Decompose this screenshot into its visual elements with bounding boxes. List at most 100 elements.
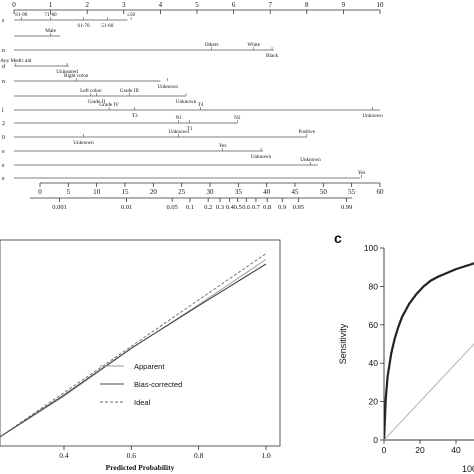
roc-y-tick-label: 60 bbox=[369, 320, 379, 330]
nomogram-category-label: Positive bbox=[298, 129, 315, 135]
roc-series-line bbox=[384, 262, 474, 440]
roc-x-axis-title: 100-S bbox=[462, 464, 474, 474]
nomogram-category-label: Unknown bbox=[362, 113, 383, 119]
roc-y-tick-label: 0 bbox=[373, 435, 378, 445]
points-tick-label: 3 bbox=[122, 1, 126, 9]
nomogram-category-label: Any Medic aid bbox=[0, 58, 32, 64]
total-points-tick-label: 45 bbox=[292, 188, 300, 196]
total-points-tick-label: 15 bbox=[122, 188, 130, 196]
nomogram-category-label: Uninsured bbox=[56, 69, 78, 75]
nomogram-category-label: Unknown bbox=[176, 99, 197, 105]
nomogram-category-label: Grade II bbox=[88, 99, 106, 105]
nomogram-category-label: T3 bbox=[132, 113, 138, 119]
probability-tick-label: 0.95 bbox=[293, 204, 304, 211]
roc-series-line bbox=[384, 343, 474, 440]
calibration-series-line bbox=[0, 259, 267, 438]
row-stub-label: n bbox=[2, 48, 5, 54]
nomogram-category-label: Yes bbox=[358, 170, 366, 176]
total-points-tick-label: 20 bbox=[150, 188, 158, 196]
nomogram-category-label: ≤50 bbox=[127, 12, 135, 18]
roc-x-tick-label: 0 bbox=[382, 445, 387, 455]
points-tick-label: 10 bbox=[377, 1, 385, 9]
row-stub-label: 0 bbox=[2, 135, 5, 141]
nomogram: 0 1 2 3 4 5 6 7 8 9 10s81-9061-7071-8051-60≤50Male… bbox=[0, 1, 384, 211]
calibration-series-line bbox=[0, 263, 267, 438]
probability-tick-label: 0.9 bbox=[278, 204, 286, 211]
nomogram-category-label: Unknown bbox=[251, 154, 272, 160]
total-points-tick-label: 0 bbox=[38, 188, 42, 196]
roc-x-tick-label: 40 bbox=[451, 445, 461, 455]
nomogram-category-label: Yes bbox=[219, 143, 227, 149]
roc-y-tick-label: 100 bbox=[364, 243, 378, 253]
row-stub-label: e bbox=[2, 163, 5, 169]
nomogram-category-label: Grade IV bbox=[99, 102, 119, 108]
nomogram-category-label: Grade III bbox=[120, 88, 139, 94]
calibration-legend-label: Apparent bbox=[134, 362, 165, 371]
probability-tick-label: 0.99 bbox=[341, 204, 352, 211]
probability-tick-label: 0.01 bbox=[121, 204, 132, 211]
points-tick-label: 9 bbox=[342, 1, 346, 9]
total-points-tick-label: 50 bbox=[320, 188, 328, 196]
probability-tick-label: 0.8 bbox=[263, 204, 271, 211]
probability-tick-label: 0.6 bbox=[242, 204, 251, 211]
nomogram-category-label: 81-90 bbox=[15, 12, 28, 18]
probability-tick-label: 0.4 bbox=[226, 204, 235, 211]
nomogram-category-label: Unknown bbox=[73, 140, 94, 146]
row-stub-label: 2 bbox=[2, 121, 5, 127]
row-stub-label: e bbox=[2, 176, 5, 182]
nomogram-category-label: Others bbox=[205, 42, 219, 48]
calibration-x-tick-label: 0.4 bbox=[59, 451, 69, 460]
calibration-plot-frame bbox=[0, 239, 281, 447]
roc-plot: c 100 80 60 40 20 00 20 40 Sensitivity 100-S bbox=[334, 230, 474, 474]
nomogram-category-label: White bbox=[247, 42, 260, 48]
roc-y-axis-title: Sensitivity bbox=[338, 323, 348, 364]
points-tick-label: 8 bbox=[305, 1, 309, 9]
row-stub-label: e bbox=[2, 149, 5, 155]
probability-tick-label: 0.5 bbox=[234, 204, 242, 211]
roc-y-tick-label: 80 bbox=[369, 281, 379, 291]
total-points-tick-label: 25 bbox=[178, 188, 186, 196]
panel-label-c: c bbox=[334, 230, 342, 246]
nomogram-category-label: 51-60 bbox=[101, 23, 114, 29]
points-tick-label: 2 bbox=[85, 1, 89, 9]
roc-y-tick-label: 40 bbox=[369, 358, 379, 368]
points-tick-label: 6 bbox=[232, 1, 236, 9]
nomogram-category-label: Left colon bbox=[80, 87, 102, 94]
nomogram-category-label: N1 bbox=[176, 115, 183, 121]
nomogram-category-label: Unknown bbox=[168, 129, 189, 135]
points-tick-label: 0 bbox=[12, 1, 16, 9]
probability-tick-label: 0.3 bbox=[216, 204, 224, 211]
nomogram-category-label: 71-80 bbox=[45, 12, 58, 18]
probability-tick-label: 0.2 bbox=[204, 204, 212, 211]
total-points-tick-label: 10 bbox=[93, 188, 101, 196]
points-tick-label: 1 bbox=[49, 1, 53, 9]
calibration-series-line bbox=[0, 253, 267, 438]
calibration-legend-label: Ideal bbox=[134, 398, 151, 407]
nomogram-category-label: T1 bbox=[187, 126, 193, 132]
calibration-x-tick-label: 1.0 bbox=[261, 451, 271, 460]
calibration-x-axis-title: Predicted Probability bbox=[106, 463, 175, 472]
points-tick-label: 4 bbox=[159, 1, 163, 9]
calibration-x-tick-label: 0.6 bbox=[127, 451, 137, 460]
total-points-tick-label: 5 bbox=[67, 188, 71, 196]
probability-tick-label: 0.05 bbox=[167, 204, 178, 211]
total-points-tick-label: 30 bbox=[207, 188, 215, 196]
total-points-tick-label: 35 bbox=[235, 188, 243, 196]
points-tick-label: 7 bbox=[268, 1, 272, 9]
nomogram-category-label: N2 bbox=[234, 115, 241, 121]
points-tick-label: 5 bbox=[195, 1, 199, 9]
row-stub-label: l bbox=[2, 108, 4, 114]
nomogram-category-label: 61-70 bbox=[77, 23, 90, 29]
nomogram-category-label: Male bbox=[45, 28, 56, 34]
row-stub-label: s bbox=[2, 18, 5, 24]
calibration-legend-label: Bias-corrected bbox=[134, 380, 182, 389]
roc-x-tick-label: 20 bbox=[415, 445, 425, 455]
nomogram-category-label: Black bbox=[266, 53, 279, 59]
nomogram-category-label: Unknown bbox=[157, 84, 178, 90]
calibration-x-tick-label: 0.8 bbox=[194, 451, 204, 460]
probability-tick-label: 0.1 bbox=[186, 204, 194, 211]
nomogram-category-label: Unknown bbox=[300, 157, 321, 163]
probability-tick-label: 0.001 bbox=[52, 204, 67, 211]
roc-y-tick-label: 20 bbox=[369, 397, 379, 407]
